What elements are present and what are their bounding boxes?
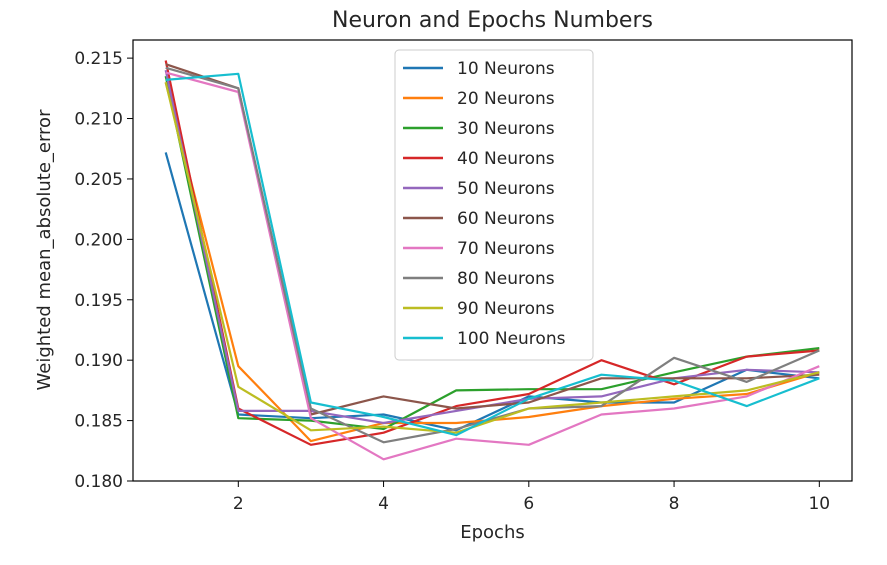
legend-label: 60 Neurons bbox=[457, 209, 555, 229]
y-tick-label: 0.185 bbox=[74, 412, 123, 432]
x-tick-label: 4 bbox=[378, 494, 389, 514]
axis-ticks: 2 4 6 8 10 0.180 0.185 0.190 0.195 0.200 0.205 0.21… bbox=[74, 49, 830, 514]
series-line-3 bbox=[164, 75, 820, 431]
legend-label: 100 Neurons bbox=[457, 329, 566, 349]
y-tick-label: 0.195 bbox=[74, 291, 123, 311]
legend-label: 50 Neurons bbox=[457, 179, 555, 199]
series-line-8 bbox=[165, 66, 820, 444]
legend-label: 70 Neurons bbox=[457, 239, 555, 259]
legend-label: 40 Neurons bbox=[457, 149, 555, 169]
chart-title: Neuron and Epochs Numbers bbox=[332, 8, 653, 33]
plot-lines bbox=[164, 60, 820, 461]
y-tick-label: 0.190 bbox=[74, 351, 123, 371]
x-tick-label: 8 bbox=[669, 494, 680, 514]
y-tick-label: 0.210 bbox=[74, 110, 123, 130]
series-line-7 bbox=[165, 71, 820, 461]
y-tick-label: 0.180 bbox=[74, 472, 123, 492]
legend-label: 20 Neurons bbox=[457, 89, 555, 109]
legend: 10 Neurons 20 Neurons 30 Neurons 40 Neurons… bbox=[394, 49, 594, 361]
legend-label: 10 Neurons bbox=[457, 59, 555, 79]
x-tick-label: 2 bbox=[233, 494, 244, 514]
x-axis-label: Epochs bbox=[460, 522, 525, 543]
legend-label: 30 Neurons bbox=[457, 119, 555, 139]
legend-label: 90 Neurons bbox=[457, 299, 555, 319]
y-tick-label: 0.205 bbox=[74, 170, 123, 190]
x-tick-label: 10 bbox=[808, 494, 830, 514]
series-line-10 bbox=[165, 72, 820, 437]
x-tick-label: 6 bbox=[523, 494, 534, 514]
legend-box bbox=[394, 49, 594, 361]
y-tick-label: 0.215 bbox=[74, 49, 123, 69]
y-axis-label: Weighted mean_absolute_error bbox=[34, 109, 55, 391]
plot-frame bbox=[132, 39, 853, 482]
series-line-1 bbox=[164, 152, 820, 432]
y-tick-label: 0.200 bbox=[74, 230, 123, 250]
legend-label: 80 Neurons bbox=[457, 269, 555, 289]
